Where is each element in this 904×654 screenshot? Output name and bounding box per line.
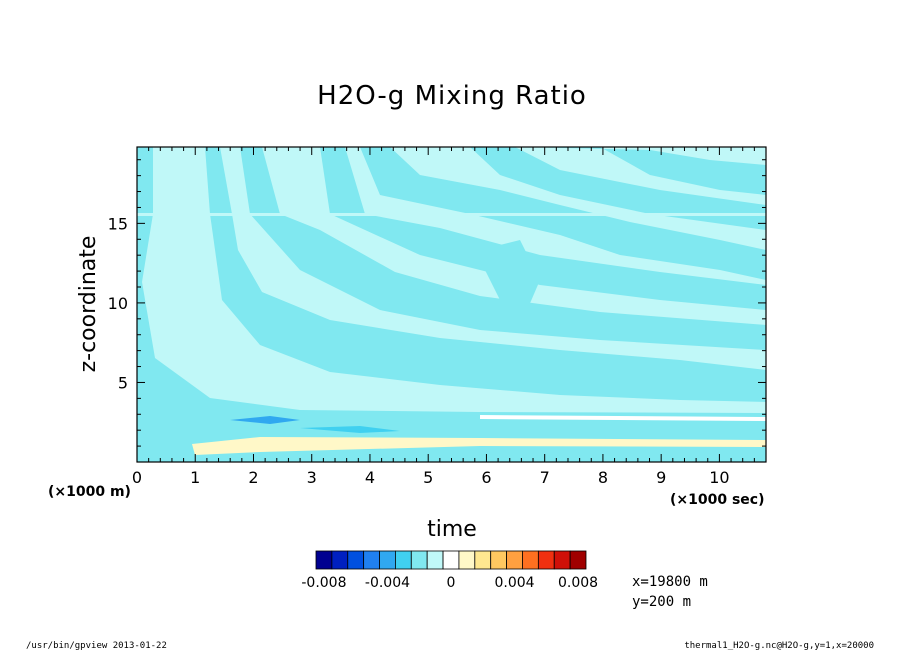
- colorbar-swatch: [522, 550, 539, 570]
- colorbar-ticks: -0.008 -0.004 0 0.004 0.008: [301, 575, 598, 591]
- colorbar-tick-label: 0.008: [558, 575, 598, 591]
- colorbar-swatch: [553, 550, 571, 570]
- colorbar-swatch: [490, 550, 507, 570]
- contour-band: [205, 147, 766, 350]
- x-tick-label: 9: [656, 468, 666, 487]
- colorbar-swatch: [315, 550, 333, 570]
- colorbar-swatch: [537, 550, 555, 570]
- colorbar-swatch: [506, 550, 523, 570]
- contour-band: [192, 437, 766, 455]
- colorbar-swatch: [410, 550, 428, 570]
- plot-area: [137, 147, 766, 462]
- contour-band: [520, 147, 766, 195]
- footer-command: /usr/bin/gpview 2013-01-22: [26, 641, 167, 651]
- contour-band: [480, 415, 766, 421]
- colorbar-swatch: [474, 550, 492, 570]
- colorbar-swatch: [458, 550, 476, 570]
- x-tick-label: 3: [307, 468, 317, 487]
- colorbar-swatch: [426, 550, 444, 570]
- y-position-value: y=200 m: [632, 594, 692, 610]
- contour-band: [300, 426, 400, 433]
- y-axis-unit: (×1000 m): [48, 484, 131, 500]
- colorbar-tick-label: 0.004: [494, 575, 534, 591]
- x-tick-label: 6: [481, 468, 491, 487]
- x-tick-label: 1: [190, 468, 200, 487]
- colorbar-swatch: [331, 550, 349, 570]
- colorbar-swatch: [379, 550, 396, 570]
- x-tick-label: 7: [540, 468, 550, 487]
- colorbar-swatch: [347, 550, 365, 570]
- contour-band: [590, 180, 610, 193]
- chart-title: H2O-g Mixing Ratio: [317, 81, 587, 111]
- x-axis: 0 1 2 3 4 5 6 7 8 9 10: [132, 147, 767, 487]
- y-tick-label: 15: [108, 214, 128, 233]
- colorbar-tick-label: -0.008: [301, 575, 346, 591]
- y-axis: 5 10 15: [108, 159, 766, 463]
- x-tick-label: 0: [132, 468, 142, 487]
- x-tick-label: 8: [598, 468, 608, 487]
- colorbar-swatch: [395, 550, 412, 570]
- x-tick-label: 10: [709, 468, 729, 487]
- contour-band: [170, 147, 766, 402]
- colorbar-swatch: [442, 550, 460, 570]
- x-position-value: x=19800 m: [632, 574, 708, 590]
- contour-band: [230, 416, 300, 424]
- colorbar-tick-label: 0: [447, 575, 456, 591]
- footer-source: thermal1_H2O-g.nc@H2O-g,y=1,x=20000: [684, 641, 874, 651]
- colorbar-swatch: [363, 550, 380, 570]
- x-tick-label: 2: [248, 468, 258, 487]
- colorbar: [315, 550, 587, 570]
- contour-bands: [137, 147, 766, 462]
- contour-band: [480, 240, 540, 315]
- contour-band: [137, 213, 766, 216]
- contour-band: [137, 147, 766, 462]
- x-tick-label: 4: [365, 468, 375, 487]
- x-axis-unit: (×1000 sec): [670, 492, 765, 508]
- y-tick-label: 5: [118, 373, 128, 392]
- y-axis-label: z-coordinate: [76, 236, 101, 373]
- x-tick-label: 5: [423, 468, 433, 487]
- y-tick-label: 10: [108, 294, 128, 313]
- colorbar-swatch: [569, 550, 587, 570]
- x-axis-label: time: [427, 517, 477, 542]
- colorbar-tick-label: -0.004: [365, 575, 410, 591]
